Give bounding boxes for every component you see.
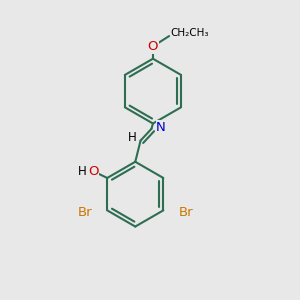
Text: Br: Br xyxy=(77,206,92,219)
Text: CH₂CH₃: CH₂CH₃ xyxy=(171,28,209,38)
Text: H: H xyxy=(128,130,137,143)
Text: Br: Br xyxy=(178,206,193,219)
Text: O: O xyxy=(88,165,99,178)
Text: H: H xyxy=(78,165,87,178)
Text: N: N xyxy=(156,121,166,134)
Text: O: O xyxy=(148,40,158,53)
